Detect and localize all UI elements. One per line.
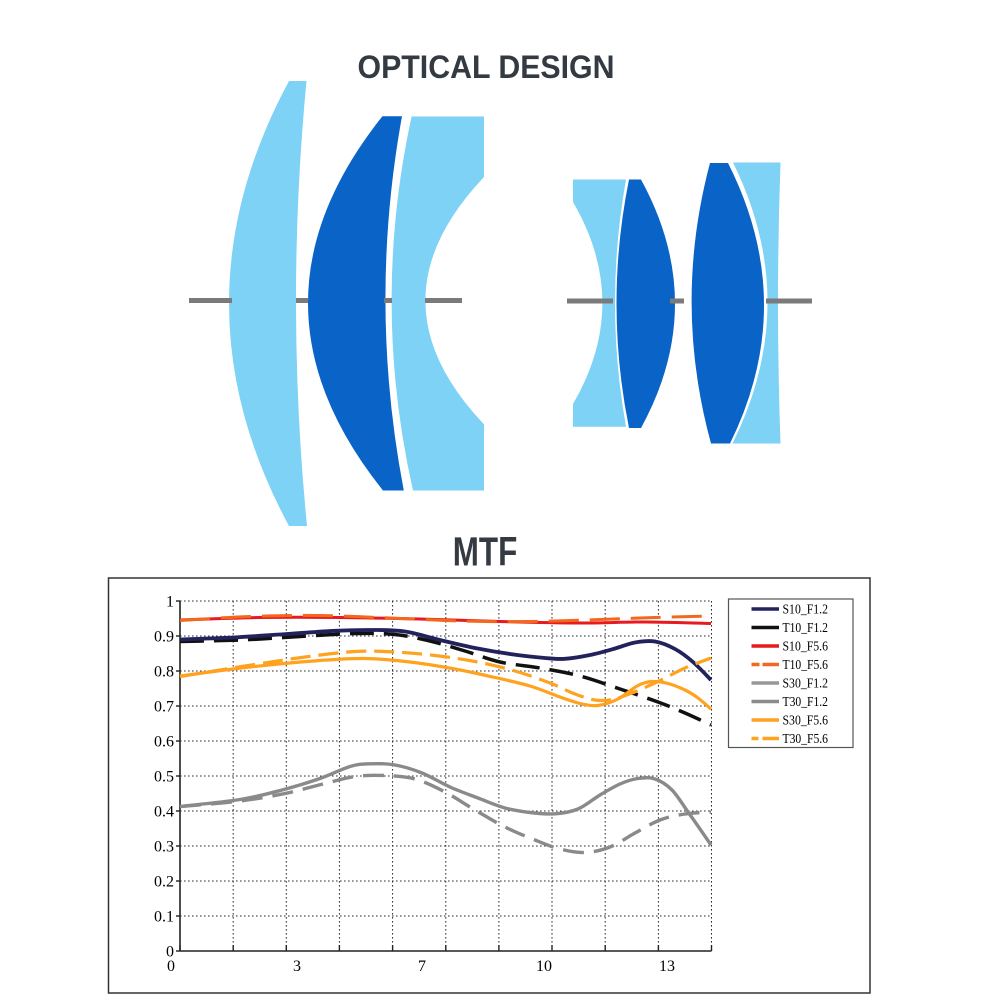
svg-text:0.2: 0.2 [154, 874, 174, 891]
svg-text:S10_F5.6: S10_F5.6 [783, 639, 829, 654]
svg-text:T30_F5.6: T30_F5.6 [783, 731, 829, 746]
svg-text:MTF: MTF [453, 529, 518, 575]
svg-text:0.8: 0.8 [154, 664, 174, 681]
svg-text:3: 3 [293, 958, 301, 975]
svg-text:10: 10 [536, 958, 552, 975]
svg-text:0.9: 0.9 [154, 629, 174, 646]
svg-text:13: 13 [659, 958, 675, 975]
svg-text:7: 7 [418, 958, 426, 975]
svg-text:S30_F1.2: S30_F1.2 [783, 676, 829, 691]
svg-text:0.7: 0.7 [154, 699, 174, 716]
svg-text:0.4: 0.4 [154, 804, 174, 821]
svg-text:T10_F5.6: T10_F5.6 [783, 657, 829, 672]
svg-text:S30_F5.6: S30_F5.6 [783, 713, 829, 728]
svg-text:S10_F1.2: S10_F1.2 [783, 602, 829, 617]
svg-text:1: 1 [166, 594, 174, 611]
svg-text:0.6: 0.6 [154, 734, 174, 751]
svg-text:0: 0 [166, 944, 174, 961]
svg-text:0.3: 0.3 [154, 839, 174, 856]
svg-text:0: 0 [167, 958, 175, 975]
svg-text:OPTICAL DESIGN: OPTICAL DESIGN [358, 49, 615, 85]
svg-text:T10_F1.2: T10_F1.2 [783, 620, 829, 635]
svg-text:0.1: 0.1 [154, 909, 174, 926]
svg-text:0.5: 0.5 [154, 769, 174, 786]
svg-text:T30_F1.2: T30_F1.2 [783, 694, 829, 709]
